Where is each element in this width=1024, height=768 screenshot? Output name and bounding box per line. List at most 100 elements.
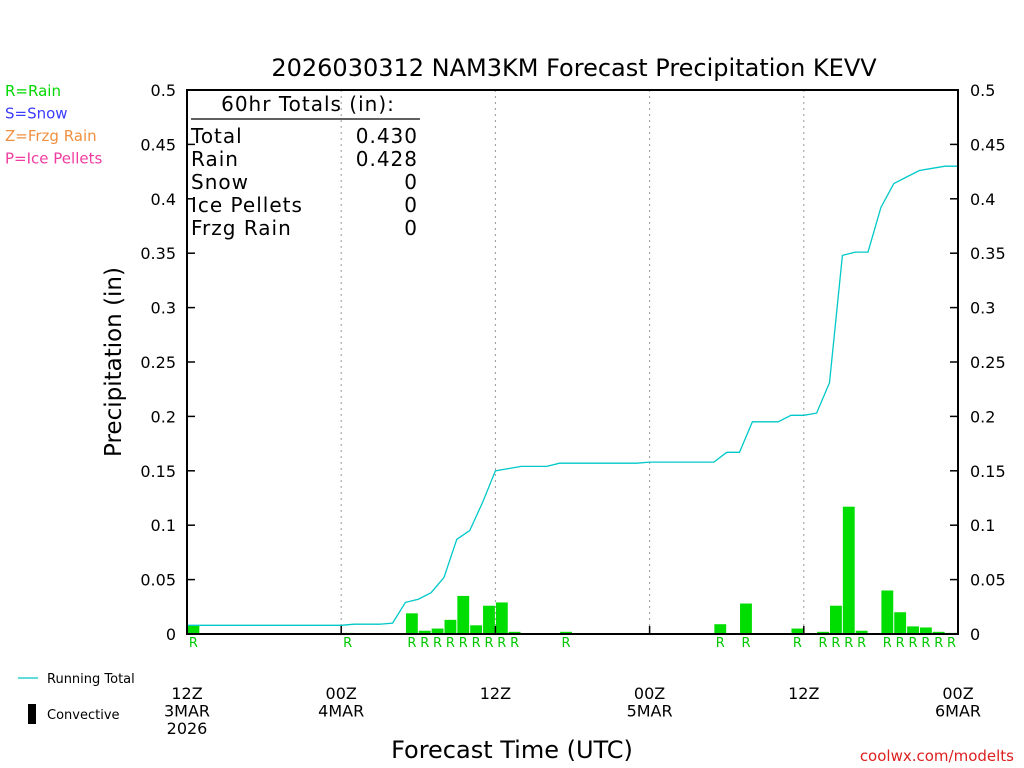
- ytick-label-left-5: 0.25: [140, 353, 176, 372]
- totals-value-3: 0: [404, 193, 418, 217]
- totals-value-0: 0.430: [356, 124, 418, 148]
- bar-23: [483, 605, 495, 634]
- xtick-label-3-0: 00Z: [634, 684, 665, 703]
- ptype-label-19: R: [433, 636, 442, 651]
- xtick-label-5-0: 00Z: [942, 684, 973, 703]
- bar-58: [932, 631, 945, 634]
- ptype-label-49: R: [819, 636, 828, 651]
- x-axis-label: Forecast Time (UTC): [391, 736, 633, 764]
- ytick-label-right-9: 0.45: [970, 135, 1006, 154]
- ytick-label-left-4: 0.2: [151, 407, 176, 426]
- legend-series-1: Convective: [47, 708, 120, 723]
- legend-item-3: P=Ice Pellets: [5, 150, 102, 168]
- y-axis-right-ticks: 0 0.05 0.1 0.15 0.2 0.25 0.3 0.35 0.4 0.45 0.5: [950, 81, 1006, 644]
- xtick-label-1-0: 00Z: [326, 684, 357, 703]
- ytick-label-right-4: 0.2: [970, 407, 995, 426]
- ytick-label-right-7: 0.35: [970, 244, 1006, 263]
- ytick-label-right-0: 0: [970, 625, 980, 644]
- y-axis-left-ticks: 0 0.05 0.1 0.15 0.2 0.25 0.3 0.35 0.4 0.45 0.5: [140, 81, 195, 644]
- ytick-label-right-8: 0.4: [970, 190, 995, 209]
- ytick-label-right-3: 0.15: [970, 462, 1006, 481]
- xtick-label-5-1: 6MAR: [935, 702, 981, 721]
- bar-50: [830, 605, 842, 634]
- legend-item-0: R=Rain: [5, 82, 61, 100]
- bar-24: [495, 602, 508, 634]
- bar-56: [907, 626, 919, 634]
- ptype-label-43: R: [741, 636, 750, 651]
- ptype-label-50: R: [831, 636, 840, 651]
- ptype-label-17: R: [407, 636, 416, 651]
- bar-55: [894, 612, 907, 634]
- plot-frame: [186, 89, 959, 635]
- xtick-label-2-0: 12Z: [480, 684, 511, 703]
- totals-header: 60hr Totals (in):: [221, 92, 395, 116]
- ytick-label-left-1: 0.05: [140, 571, 176, 590]
- ptype-label-18: R: [420, 636, 429, 651]
- totals-label-1: Rain: [191, 147, 239, 171]
- bar-41: [714, 624, 727, 634]
- ptype-label-12: R: [343, 636, 352, 651]
- ytick-label-right-5: 0.25: [970, 353, 1006, 372]
- ptype-label-25: R: [510, 636, 519, 651]
- bar-57: [919, 627, 932, 634]
- totals-label-0: Total: [190, 124, 243, 148]
- xtick-label-4-0: 12Z: [788, 684, 819, 703]
- xtick-label-3-1: 5MAR: [627, 702, 673, 721]
- ytick-label-right-10: 0.5: [970, 81, 995, 100]
- totals-label-3: Ice Pellets: [191, 193, 303, 217]
- legend-bar-swatch: [28, 704, 36, 724]
- xtick-label-1-1: 4MAR: [318, 702, 364, 721]
- bar-43: [740, 603, 752, 634]
- legend-item-2: Z=Frzg Rain: [5, 127, 97, 145]
- bar-29: [560, 631, 572, 634]
- ptype-label-52: R: [857, 636, 866, 651]
- ytick-label-left-8: 0.4: [151, 190, 176, 209]
- xtick-label-0-2: 2026: [167, 719, 208, 738]
- bar-19: [431, 628, 444, 634]
- ptype-label-21: R: [459, 636, 468, 651]
- bar-51: [842, 506, 855, 634]
- ptype-label-20: R: [446, 636, 455, 651]
- ptype-label-58: R: [934, 636, 943, 651]
- y-axis-label: Precipitation (in): [101, 267, 127, 457]
- precip-bars: [187, 506, 958, 634]
- ptype-label-57: R: [921, 636, 930, 651]
- totals-value-4: 0: [404, 216, 418, 240]
- series-legend: Running Total Convective: [18, 672, 135, 724]
- bar-20: [444, 619, 457, 634]
- precip-type-legend: R=Rain S=Snow Z=Frzg Rain P=Ice Pellets: [5, 82, 102, 168]
- bar-0: [187, 625, 200, 634]
- xtick-label-0-1: 3MAR: [164, 702, 210, 721]
- totals-value-1: 0.428: [356, 147, 418, 171]
- ptype-label-55: R: [896, 636, 905, 651]
- ytick-label-left-7: 0.35: [140, 244, 176, 263]
- ytick-label-left-3: 0.15: [140, 462, 176, 481]
- ytick-label-left-9: 0.45: [140, 135, 176, 154]
- bar-25: [508, 631, 521, 634]
- bar-49: [817, 631, 829, 634]
- legend-series-0: Running Total: [47, 672, 135, 687]
- legend-item-1: S=Snow: [5, 105, 68, 123]
- bar-54: [881, 590, 894, 634]
- bar-17: [405, 613, 418, 634]
- ytick-label-left-10: 0.5: [151, 81, 176, 100]
- ytick-label-left-2: 0.1: [151, 516, 176, 535]
- ptype-label-24: R: [497, 636, 506, 651]
- bar-47: [791, 628, 804, 634]
- totals-value-2: 0: [404, 170, 418, 194]
- ytick-label-left-6: 0.3: [151, 299, 176, 318]
- ytick-label-right-6: 0.3: [970, 299, 995, 318]
- vertical-gridlines: [340, 90, 805, 634]
- ytick-label-right-2: 0.1: [970, 516, 995, 535]
- ptype-label-54: R: [883, 636, 892, 651]
- totals-box: 60hr Totals (in): Total 0.430 Rain 0.428 Snow…: [190, 92, 420, 240]
- bar-18: [418, 630, 431, 634]
- bar-52: [855, 630, 868, 634]
- running-total-line: [187, 165, 958, 626]
- ptype-label-51: R: [844, 636, 853, 651]
- ptype-label-0: R: [189, 636, 198, 651]
- ptype-label-23: R: [484, 636, 493, 651]
- ytick-label-left-0: 0: [166, 625, 176, 644]
